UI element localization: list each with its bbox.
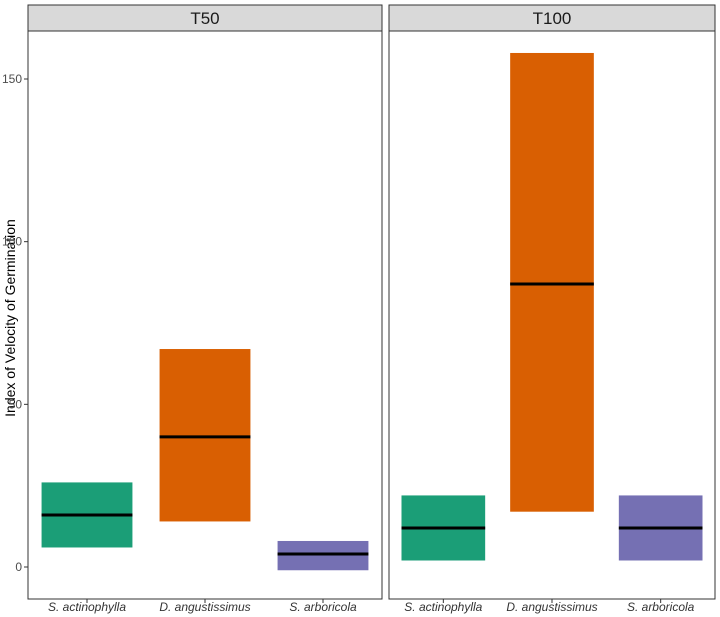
- x-tick-label: S. arboricola: [627, 600, 695, 614]
- y-tick-label: 100: [2, 235, 22, 249]
- facet-strip-label: T100: [533, 9, 572, 28]
- y-tick-label: 150: [2, 72, 22, 86]
- crossbar-box: [510, 52, 594, 512]
- crossbar-box: [159, 349, 251, 522]
- panel-t100: T100 S. actinophylla D. angustissimus S. ar…: [388, 4, 716, 614]
- panel-border: [27, 30, 383, 600]
- x-tick-label: S. actinophylla: [48, 600, 126, 614]
- x-tick-label: S. actinophylla: [404, 600, 482, 614]
- facet-strip: [27, 4, 383, 32]
- panel-t50: T50 S. actinophylla D. angustissimus S. arb…: [27, 4, 383, 614]
- x-tick-label: D. angustissimus: [159, 600, 250, 614]
- chart-layer: T50 S. actinophylla D. angustissimus S. arb…: [2, 4, 716, 614]
- crossbar-box: [277, 540, 369, 571]
- facet-strip-label: T50: [190, 9, 219, 28]
- x-tick-label: D. angustissimus: [506, 600, 597, 614]
- panel-border: [388, 30, 716, 600]
- x-tick-label: S. arboricola: [289, 600, 357, 614]
- y-axis-title: Index of Velocity of Germination: [2, 219, 18, 417]
- y-tick-label: 0: [15, 560, 22, 574]
- y-tick-label: 50: [9, 397, 23, 411]
